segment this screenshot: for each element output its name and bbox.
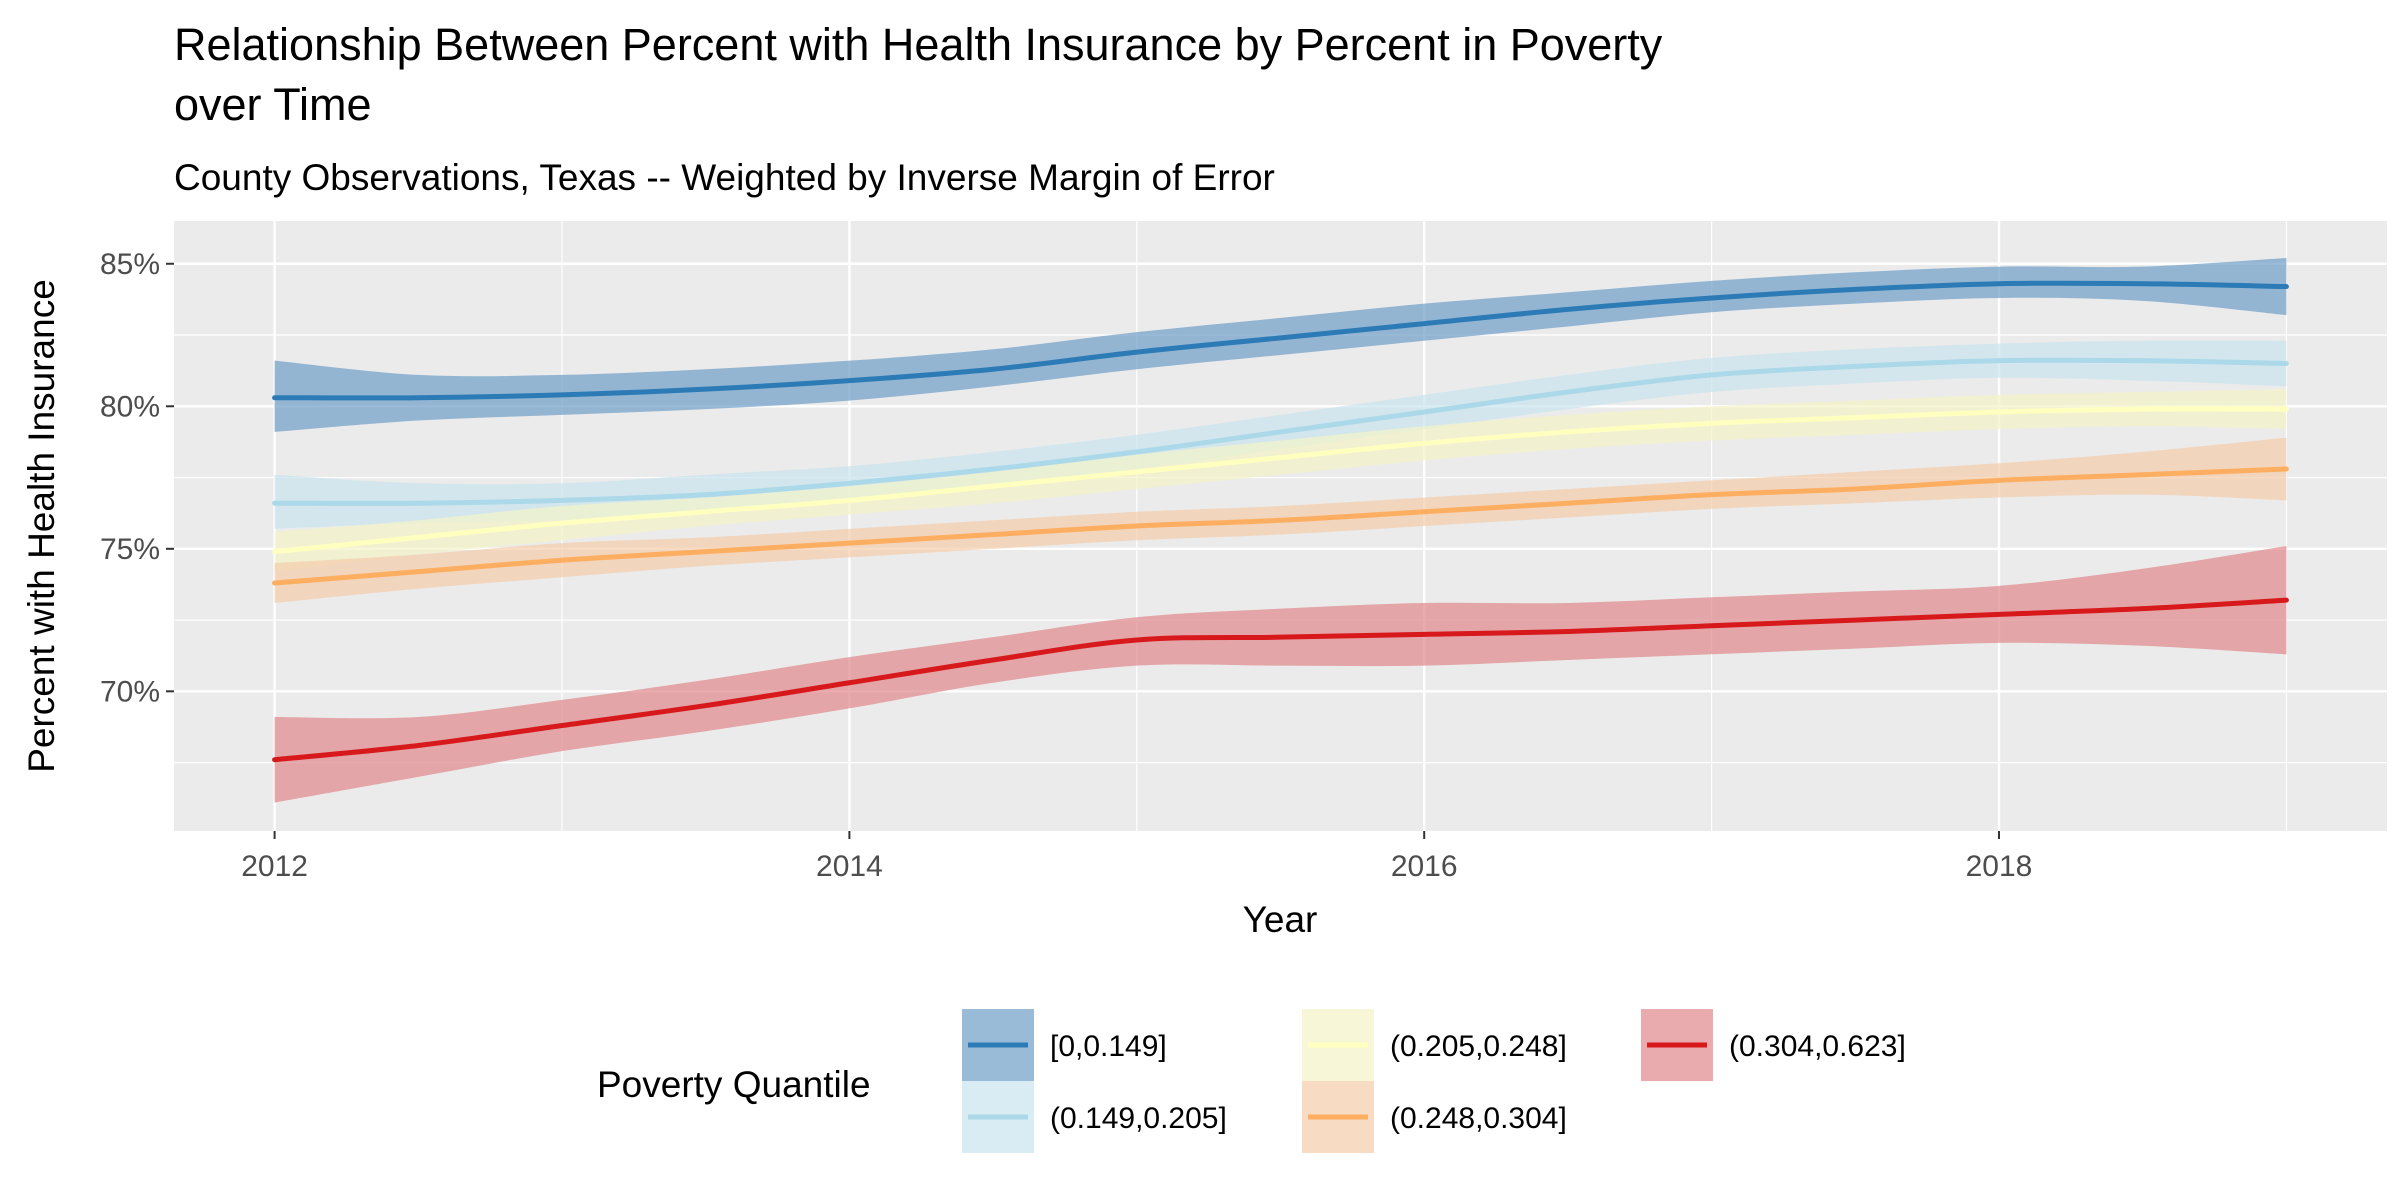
legend-label: (0.149,0.205] xyxy=(1050,1102,1227,1135)
legend-label: (0.304,0.623] xyxy=(1729,1030,1906,1063)
y-tick-label: 75% xyxy=(100,533,160,566)
legend-label: (0.248,0.304] xyxy=(1390,1102,1567,1135)
x-tick-label: 2014 xyxy=(816,850,883,883)
x-axis-title: Year xyxy=(1243,899,1318,940)
series-line-1 xyxy=(272,280,2289,401)
y-tick-label: 70% xyxy=(100,675,160,708)
y-axis-title: Percent with Health Insurance xyxy=(21,279,62,773)
confidence-band-2 xyxy=(274,340,2287,529)
legend-item-3: (0.205,0.248] xyxy=(1302,1009,1567,1081)
legend-item-4: (0.248,0.304] xyxy=(1302,1081,1567,1153)
x-tick-label: 2016 xyxy=(1391,850,1458,883)
chart-title-line2: over Time xyxy=(174,79,372,130)
y-tick-label: 80% xyxy=(100,390,160,423)
x-axis-ticks: 2012 2014 2016 2018 xyxy=(241,831,2032,883)
legend-item-5: (0.304,0.623] xyxy=(1641,1009,1906,1081)
y-tick-label: 85% xyxy=(100,248,160,281)
series-line-5 xyxy=(272,597,2289,763)
series-line-2 xyxy=(272,357,2289,506)
x-tick-label: 2018 xyxy=(1966,850,2033,883)
series-line-3 xyxy=(272,406,2289,555)
confidence-band-1 xyxy=(274,258,2287,432)
legend-label: (0.205,0.248] xyxy=(1390,1030,1567,1063)
series-line-4 xyxy=(272,466,2289,586)
x-tick-label: 2012 xyxy=(241,850,308,883)
chart-subtitle: County Observations, Texas -- Weighted b… xyxy=(174,157,1275,198)
legend-label: [0,0.149] xyxy=(1050,1030,1167,1063)
legend: [0,0.149] (0.149,0.205] (0.205,0.248] (0.24… xyxy=(962,1009,1906,1153)
legend-title: Poverty Quantile xyxy=(597,1064,871,1105)
y-axis-ticks: 70% 75% 80% 85% xyxy=(100,248,174,708)
series-lines xyxy=(272,280,2289,763)
chart-title: Relationship Between Percent with Health… xyxy=(174,19,1663,70)
confidence-band-3 xyxy=(274,389,2287,572)
legend-item-2: (0.149,0.205] xyxy=(962,1081,1227,1153)
legend-item-1: [0,0.149] xyxy=(962,1009,1167,1081)
confidence-band-5 xyxy=(274,545,2287,803)
